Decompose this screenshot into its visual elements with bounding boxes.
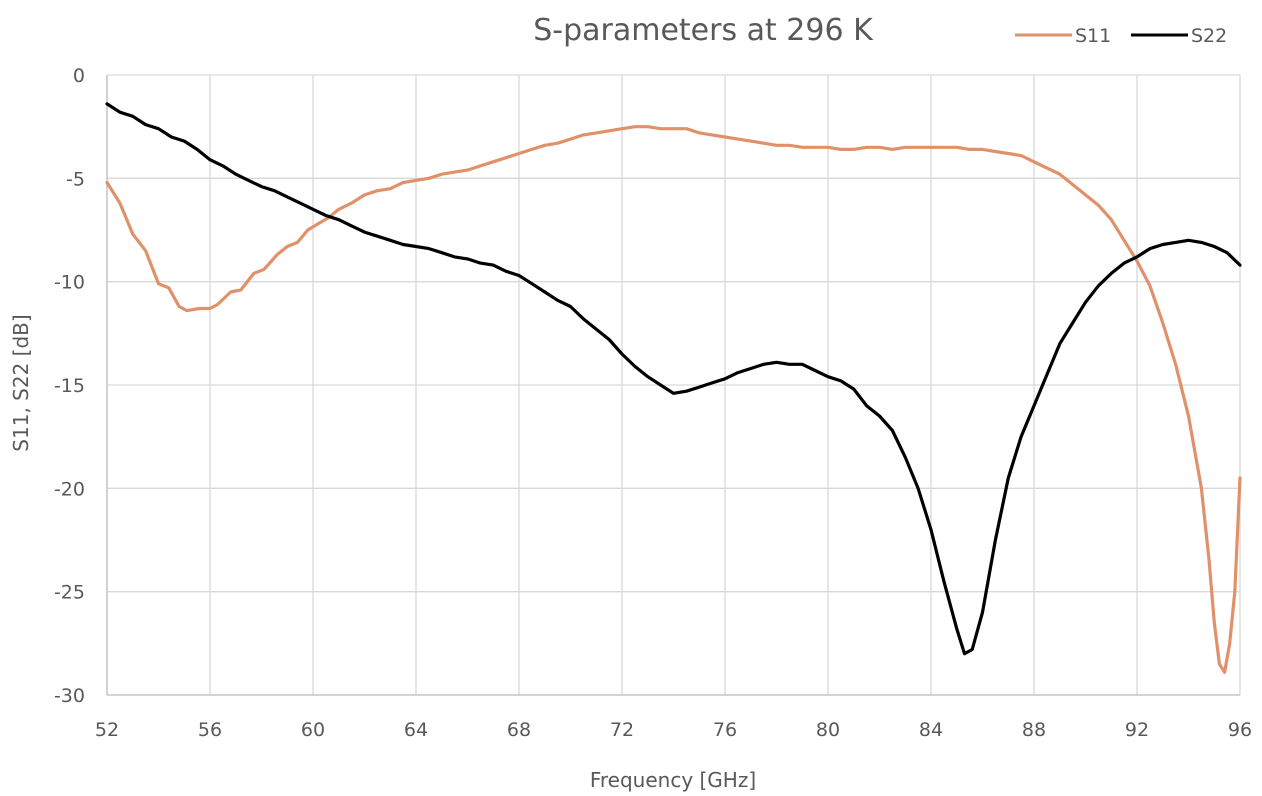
y-tick-label: 0 xyxy=(73,65,85,87)
legend: S11 S22 xyxy=(1015,25,1227,47)
legend-label-s11: S11 xyxy=(1075,25,1111,47)
x-tick-label: 92 xyxy=(1125,719,1149,741)
x-tick-label: 76 xyxy=(713,719,737,741)
x-tick-label: 64 xyxy=(404,719,428,741)
x-tick-label: 88 xyxy=(1022,719,1046,741)
y-tick-label: -10 xyxy=(54,272,85,294)
tick-labels: 0 -5 -10 -15 -20 -25 -30 52 56 60 64 68 72 76 80 84 88 92… xyxy=(54,65,1252,741)
series-line-s11 xyxy=(105,125,1242,674)
x-tick-label: 60 xyxy=(301,719,325,741)
y-tick-label: -30 xyxy=(54,685,85,707)
chart-title: S-parameters at 296 K xyxy=(533,13,874,48)
x-tick-label: 80 xyxy=(816,719,840,741)
legend-label-s22: S22 xyxy=(1191,25,1227,47)
y-tick-label: -20 xyxy=(54,478,85,500)
x-tick-label: 56 xyxy=(198,719,222,741)
x-tick-label: 96 xyxy=(1228,719,1252,741)
x-tick-label: 52 xyxy=(95,719,119,741)
grid-lines xyxy=(106,74,1241,696)
x-tick-label: 84 xyxy=(919,719,943,741)
y-tick-label: -5 xyxy=(66,168,85,190)
y-tick-label: -15 xyxy=(54,375,85,397)
series-lines xyxy=(105,102,1242,674)
x-axis-title: Frequency [GHz] xyxy=(590,768,756,792)
series-line-s22 xyxy=(105,102,1242,656)
x-tick-label: 68 xyxy=(507,719,531,741)
x-tick-label: 72 xyxy=(610,719,634,741)
y-axis-title: S11, S22 [dB] xyxy=(9,314,33,451)
y-tick-label: -25 xyxy=(54,582,85,604)
